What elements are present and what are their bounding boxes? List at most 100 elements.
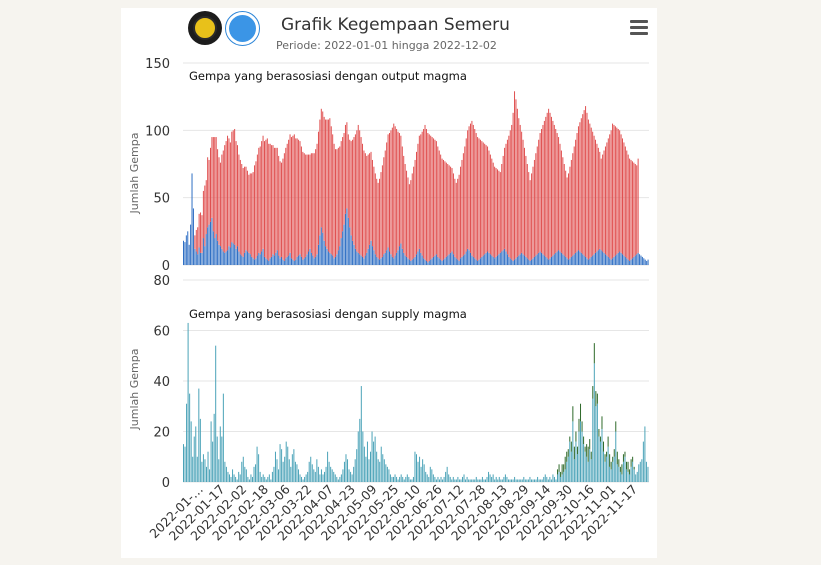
output-magma-bar-a — [457, 259, 459, 265]
supply-magma-bar-a — [305, 474, 307, 482]
supply-magma-bar-a — [373, 441, 375, 482]
output-magma-bar-a — [413, 258, 415, 265]
output-magma-bar-b — [281, 162, 283, 257]
output-magma-bar-a — [572, 255, 574, 265]
supply-magma-bar-b — [598, 428, 600, 437]
output-magma-bar-b — [600, 158, 602, 251]
output-magma-bar-a — [442, 259, 444, 265]
supply-magma-bar-a — [435, 479, 437, 482]
supply-magma-bar-a — [403, 479, 405, 482]
output-magma-bar-b — [616, 127, 618, 255]
output-magma-bar-a — [543, 255, 545, 265]
output-magma-bar-b — [238, 154, 240, 252]
output-magma-bar-a — [619, 251, 621, 265]
supply-magma-bar-a — [399, 476, 401, 482]
supply-magma-bar-a — [320, 469, 322, 482]
supply-magma-bar-a — [247, 476, 249, 482]
output-magma-bar-b — [505, 143, 507, 252]
supply-magma-bar-a — [558, 471, 560, 482]
output-magma-bar-b — [467, 130, 469, 249]
output-magma-bar-b — [495, 168, 497, 257]
output-magma-bar-a — [468, 250, 470, 265]
output-magma-bar-b — [387, 134, 389, 248]
output-magma-bar-b — [234, 128, 236, 245]
output-magma-bar-b — [282, 158, 284, 260]
output-magma-bar-b — [417, 143, 419, 252]
output-magma-bar-a — [630, 259, 632, 265]
output-magma-bar-a — [508, 256, 510, 265]
supply-magma-y-tick-label: 80 — [153, 274, 170, 289]
output-magma-bar-a — [505, 251, 507, 265]
output-magma-bar-a — [261, 251, 263, 265]
output-magma-bar-a — [629, 260, 631, 265]
output-magma-bar-a — [570, 256, 572, 265]
supply-magma-bar-a — [337, 479, 339, 482]
output-magma-bar-b — [242, 168, 244, 257]
output-magma-bar-b — [380, 172, 382, 259]
output-magma-bar-a — [217, 240, 219, 265]
output-magma-bar-b — [471, 120, 473, 256]
output-magma-bar-b — [445, 162, 447, 257]
output-magma-bar-a — [404, 255, 406, 265]
supply-magma-bar-b — [626, 461, 628, 470]
output-magma-bar-a — [602, 251, 604, 265]
output-magma-bar-b — [602, 154, 604, 252]
supply-magma-bar-a — [227, 471, 229, 482]
output-magma-bar-b — [421, 131, 423, 256]
supply-magma-bar-a — [463, 474, 465, 482]
output-magma-bar-b — [390, 130, 392, 255]
supply-magma-bar-a — [521, 479, 523, 482]
output-magma-bar-a — [246, 251, 248, 265]
hamburger-menu-icon[interactable] — [630, 20, 648, 36]
supply-magma-bar-a — [520, 479, 522, 482]
output-magma-bar-a — [325, 246, 327, 265]
supply-magma-bar-a — [264, 476, 266, 482]
output-magma-bar-a — [266, 259, 268, 265]
output-magma-bar-a — [373, 250, 375, 265]
supply-magma-bar-a — [406, 474, 408, 482]
output-magma-bar-a — [205, 234, 207, 265]
output-magma-bar-a — [376, 256, 378, 265]
output-magma-bar-a — [192, 208, 194, 265]
output-magma-bar-b — [619, 130, 621, 252]
supply-magma-bar-a — [360, 386, 362, 482]
output-magma-bar-a — [271, 256, 273, 265]
supply-magma-bar-a — [636, 471, 638, 482]
output-magma-bar-b — [332, 134, 334, 256]
output-magma-bar-a — [303, 258, 305, 265]
output-magma-bar-a — [389, 251, 391, 265]
output-magma-bar-a — [259, 254, 261, 265]
output-magma-y-tick-label: 50 — [153, 192, 170, 207]
output-magma-bar-b — [469, 123, 471, 253]
output-magma-bar-b — [627, 154, 629, 260]
supply-magma-bar-b — [581, 421, 583, 432]
supply-magma-bar-a — [371, 431, 373, 482]
output-magma-bar-b — [330, 126, 332, 255]
output-magma-bar-a — [506, 254, 508, 265]
output-magma-bar-b — [528, 172, 530, 260]
supply-magma-bar-a — [501, 479, 503, 482]
supply-magma-bar-a — [408, 476, 410, 482]
output-magma-bar-a — [383, 254, 385, 265]
supply-magma-bar-a — [566, 461, 568, 482]
supply-magma-bar-a — [584, 451, 586, 482]
output-magma-bar-a — [487, 251, 489, 265]
output-magma-bar-a — [202, 238, 204, 265]
output-magma-bar-a — [295, 259, 297, 265]
supply-magma-bar-b — [563, 464, 565, 472]
output-magma-bar-b — [364, 153, 366, 256]
supply-magma-bar-b — [561, 464, 563, 475]
output-magma-bar-a — [353, 244, 355, 265]
output-magma-bar-b — [302, 151, 304, 260]
output-magma-bar-b — [548, 108, 550, 260]
supply-magma-bar-a — [469, 479, 471, 482]
output-magma-bar-b — [272, 145, 274, 255]
output-magma-bar-b — [256, 154, 258, 256]
supply-magma-bar-a — [601, 428, 603, 482]
output-magma-bar-a — [231, 242, 233, 265]
output-magma-bar-a — [394, 255, 396, 265]
output-magma-bar-b — [229, 142, 231, 248]
output-magma-bar-b — [198, 213, 200, 248]
supply-magma-bar-a — [343, 461, 345, 482]
supply-magma-bar-a — [347, 459, 349, 482]
